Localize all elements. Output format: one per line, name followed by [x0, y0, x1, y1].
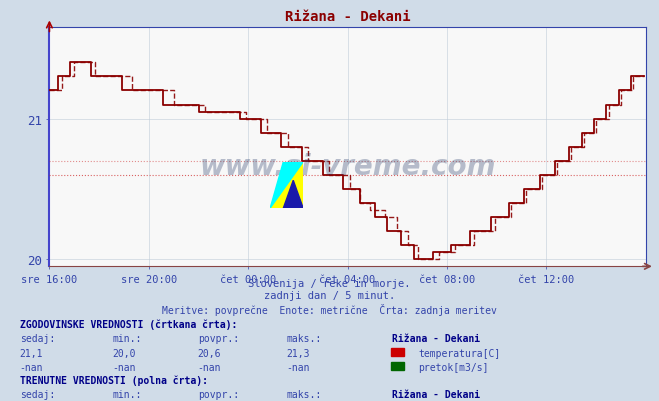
Text: Slovenija / reke in morje.: Slovenija / reke in morje. [248, 279, 411, 289]
Text: www.si-vreme.com: www.si-vreme.com [200, 152, 496, 180]
Text: Rižana - Dekani: Rižana - Dekani [392, 334, 480, 344]
Text: 20,0: 20,0 [112, 348, 136, 358]
Text: maks.:: maks.: [287, 389, 322, 399]
Text: TRENUTNE VREDNOSTI (polna črta):: TRENUTNE VREDNOSTI (polna črta): [20, 375, 208, 385]
Text: povpr.:: povpr.: [198, 389, 239, 399]
Text: -nan: -nan [20, 362, 43, 372]
Text: -nan: -nan [198, 362, 221, 372]
Polygon shape [283, 181, 303, 209]
Text: 21,1: 21,1 [20, 348, 43, 358]
Text: min.:: min.: [112, 389, 142, 399]
Text: temperatura[C]: temperatura[C] [418, 348, 501, 358]
Text: maks.:: maks.: [287, 334, 322, 344]
Text: sedaj:: sedaj: [20, 334, 55, 344]
Text: -nan: -nan [112, 362, 136, 372]
Text: 20,6: 20,6 [198, 348, 221, 358]
Text: pretok[m3/s]: pretok[m3/s] [418, 362, 489, 372]
Text: zadnji dan / 5 minut.: zadnji dan / 5 minut. [264, 291, 395, 301]
Text: sedaj:: sedaj: [20, 389, 55, 399]
Text: -nan: -nan [287, 362, 310, 372]
Text: min.:: min.: [112, 334, 142, 344]
Text: Rižana - Dekani: Rižana - Dekani [392, 389, 480, 399]
Text: povpr.:: povpr.: [198, 334, 239, 344]
Title: Rižana - Dekani: Rižana - Dekani [285, 10, 411, 24]
Polygon shape [270, 162, 303, 209]
Text: Meritve: povprečne  Enote: metrične  Črta: zadnja meritev: Meritve: povprečne Enote: metrične Črta:… [162, 303, 497, 315]
Text: 21,3: 21,3 [287, 348, 310, 358]
Text: ZGODOVINSKE VREDNOSTI (črtkana črta):: ZGODOVINSKE VREDNOSTI (črtkana črta): [20, 319, 237, 329]
Polygon shape [270, 162, 303, 209]
